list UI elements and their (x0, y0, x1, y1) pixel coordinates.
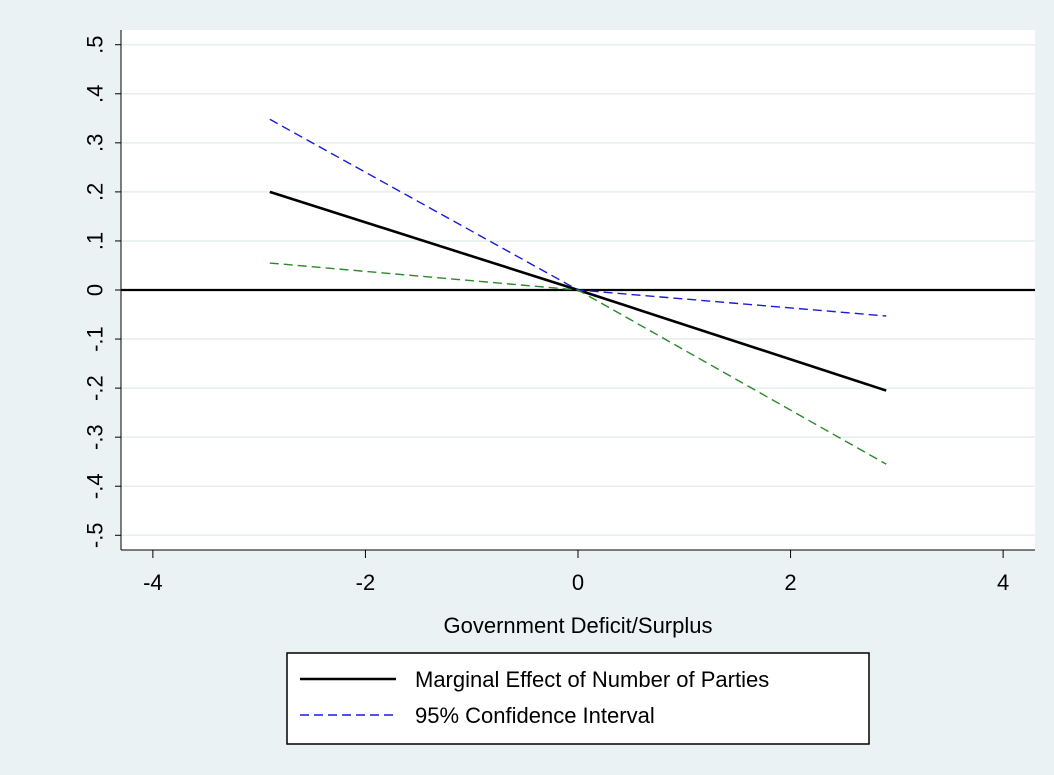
x-tick-label: -4 (143, 570, 163, 595)
legend-label: Marginal Effect of Number of Parties (415, 667, 769, 692)
legend: Marginal Effect of Number of Parties 95% … (286, 652, 870, 745)
y-tick-label: .5 (83, 36, 108, 54)
x-tick-label: 0 (572, 570, 584, 595)
series-group (269, 118, 887, 465)
x-tick-label: 4 (997, 570, 1009, 595)
y-tick-label: 0 (83, 284, 108, 296)
x-tick-label: 2 (784, 570, 796, 595)
y-tick-label: .3 (83, 134, 108, 152)
x-axis-title: Government Deficit/Surplus (444, 613, 713, 638)
y-tick-label: .4 (83, 85, 108, 103)
series-line-2 (269, 262, 887, 465)
y-tick-label: -.2 (83, 375, 108, 401)
y-tick-label: .2 (83, 183, 108, 201)
legend-label: 95% Confidence Interval (415, 703, 655, 728)
y-tick-label: -.5 (83, 522, 108, 548)
y-tick-label: -.3 (83, 424, 108, 450)
x-axis: -4 -2 0 2 4 (121, 549, 1035, 595)
y-tick-label: -.1 (83, 326, 108, 352)
y-tick-label: .1 (83, 232, 108, 250)
y-tick-label: -.4 (83, 473, 108, 499)
x-tick-label: -2 (356, 570, 376, 595)
legend-entries: Marginal Effect of Number of Parties 95% … (300, 667, 769, 728)
y-axis: -.5 -.4 -.3 -.2 -.1 0 .1 .2 .3 .4 .5 (83, 30, 122, 550)
legend-box (286, 652, 870, 745)
